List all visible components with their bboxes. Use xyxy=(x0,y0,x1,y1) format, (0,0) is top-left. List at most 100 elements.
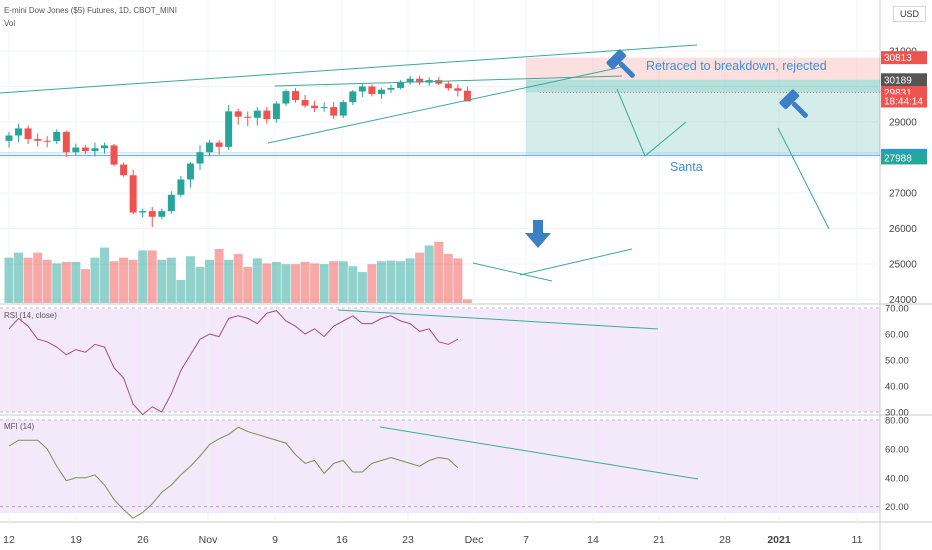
volume-bar xyxy=(271,261,281,303)
volume-bar xyxy=(405,258,415,303)
volume-bar xyxy=(262,263,272,303)
volume-bar xyxy=(281,264,291,303)
x-tick-label: 7 xyxy=(523,534,529,546)
volume-bar xyxy=(4,257,14,303)
volume-bar xyxy=(396,261,406,303)
volume-label: Vol xyxy=(4,19,16,28)
candle-body xyxy=(72,147,80,153)
gavel-head xyxy=(606,49,627,70)
volume-bar xyxy=(14,252,24,303)
volume-bar xyxy=(100,247,109,303)
mfi-line xyxy=(8,426,459,519)
mfi-background xyxy=(0,420,880,513)
price-tag xyxy=(881,94,927,108)
volume-bar xyxy=(23,257,33,303)
candle-body xyxy=(120,164,128,176)
price-tick-label: 26000 xyxy=(889,224,917,235)
mfi-label: MFI (14) xyxy=(4,422,35,431)
candle-body xyxy=(463,90,471,102)
volume-bar xyxy=(310,263,320,303)
gavel-head xyxy=(779,89,800,110)
volume-bar xyxy=(42,259,52,303)
currency-button[interactable]: USD xyxy=(893,6,926,22)
candle-body xyxy=(416,78,424,83)
volume-bar xyxy=(443,254,453,303)
rsi-tick-label: 30.00 xyxy=(885,408,909,419)
candle-body xyxy=(253,110,261,118)
candle-body xyxy=(206,142,214,153)
x-tick-label: 16 xyxy=(336,534,348,546)
candle-body xyxy=(263,110,271,120)
x-tick-label: 28 xyxy=(719,534,731,546)
x-tick-label: 11 xyxy=(852,534,863,546)
candle-body xyxy=(282,91,290,104)
candle-body xyxy=(167,194,175,212)
x-tick-label: Dec xyxy=(465,534,484,546)
price-tag xyxy=(881,151,927,165)
volume-bar xyxy=(300,261,310,303)
rsi-line xyxy=(8,310,459,416)
volume-bar xyxy=(157,259,167,303)
candle-body xyxy=(339,102,347,116)
candle-body xyxy=(129,175,137,213)
volume-bar xyxy=(329,261,339,303)
gavel-icon xyxy=(779,89,808,118)
price-tag xyxy=(881,51,927,65)
volume-bar xyxy=(367,264,377,303)
volume-bar xyxy=(138,250,148,303)
volume-bar xyxy=(386,260,396,303)
candle-body xyxy=(406,78,414,82)
candle-body xyxy=(62,131,70,153)
x-tick-label: 19 xyxy=(70,534,82,546)
volume-bar xyxy=(319,264,329,303)
volume-bar xyxy=(90,257,100,303)
candle-body xyxy=(5,135,13,141)
candle-body xyxy=(43,140,51,142)
projection-path xyxy=(616,88,687,157)
volume-bar xyxy=(61,261,71,303)
trend-line-upper xyxy=(0,44,698,94)
price-tag-label: 27988 xyxy=(884,153,912,164)
x-tick-label: 2021 xyxy=(767,534,791,546)
candle-body xyxy=(234,111,242,117)
x-tick-label: 14 xyxy=(587,534,599,546)
price-tag-label: 29831 xyxy=(884,88,912,99)
candle-body xyxy=(177,179,185,195)
price-tag-label: 30189 xyxy=(884,75,912,86)
price-tag-label: 18:44:14 xyxy=(884,97,923,108)
entry-zone xyxy=(526,79,880,93)
volume-bar xyxy=(128,259,138,303)
projection-line xyxy=(777,127,830,230)
x-tick-label: Nov xyxy=(199,534,218,546)
candle-body xyxy=(358,86,366,92)
candle-body xyxy=(53,131,61,142)
price-tick-label: 25000 xyxy=(889,260,917,271)
candle-body xyxy=(397,81,405,88)
x-tick-label: 12 xyxy=(3,534,15,546)
x-tick-label: 26 xyxy=(137,534,149,546)
mfi-tick-label: 20.00 xyxy=(885,502,909,513)
x-tick-label: 23 xyxy=(402,534,414,546)
rsi-divergence-line xyxy=(337,309,659,330)
price-tag-label: 30813 xyxy=(884,53,912,64)
candle-body xyxy=(377,89,385,94)
rsi-tick-label: 70.00 xyxy=(885,304,909,315)
volume-bar xyxy=(252,258,262,303)
rsi-tick-label: 50.00 xyxy=(885,356,909,367)
volume-bar xyxy=(80,269,90,303)
candle-body xyxy=(435,80,443,84)
candle-body xyxy=(101,145,108,149)
volume-bar xyxy=(243,267,253,303)
volume-bar xyxy=(214,249,224,303)
candle-body xyxy=(330,107,338,116)
target-note: Santa xyxy=(670,160,703,174)
volume-bar xyxy=(434,241,444,303)
candle-body xyxy=(158,211,166,217)
volume-bar xyxy=(376,261,386,303)
rsi-background xyxy=(0,309,880,412)
price-tick-label: 24000 xyxy=(889,295,917,306)
volume-bar xyxy=(291,264,300,303)
volume-bar xyxy=(462,299,472,303)
candle-body xyxy=(215,142,223,147)
